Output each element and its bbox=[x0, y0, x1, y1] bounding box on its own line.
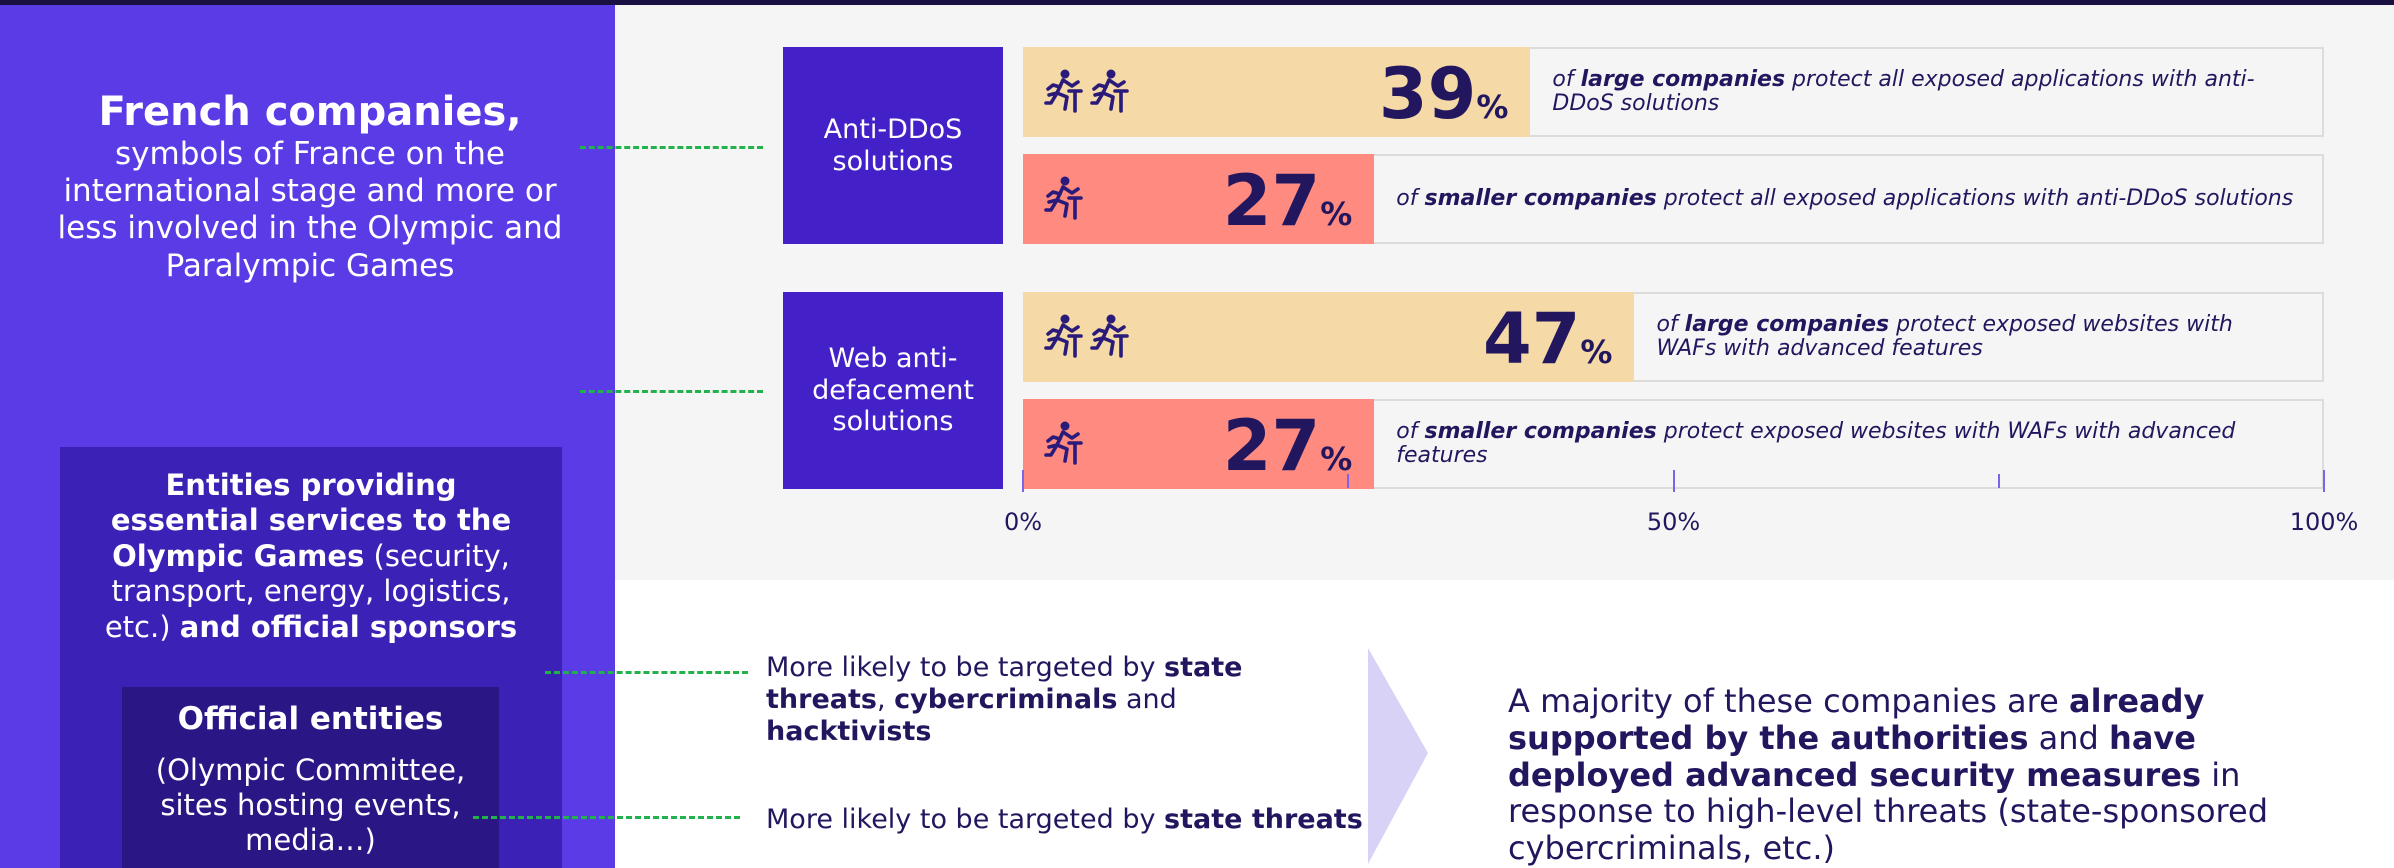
x-tick-label: 50% bbox=[1646, 508, 1701, 536]
x-tick-label: 0% bbox=[1003, 508, 1043, 536]
runner-icon bbox=[1043, 69, 1083, 117]
bar-description: of smaller companies protect all exposed… bbox=[1396, 154, 2296, 244]
top-border bbox=[0, 0, 2394, 5]
connector bbox=[580, 146, 763, 149]
text-run: protect exposed websites with WAFs with … bbox=[1396, 418, 2236, 468]
description-text: of smaller companies protect exposed web… bbox=[1396, 418, 2296, 468]
connector bbox=[580, 390, 763, 393]
runner-icon bbox=[1043, 176, 1083, 224]
text-run: protect exposed websites with WAFs with … bbox=[1656, 311, 2233, 361]
value-label: 27% bbox=[1222, 405, 1353, 487]
text-run: protect all exposed applications with an… bbox=[1552, 66, 2255, 116]
text-run: , bbox=[876, 683, 895, 715]
category-label: Anti-DDoS solutions bbox=[783, 47, 1003, 244]
text-run: smaller companies bbox=[1424, 418, 1657, 444]
official-box: Official entities (Olympic Committee, si… bbox=[122, 687, 499, 868]
minor-tick bbox=[1347, 474, 1350, 488]
target-text: More likely to be targeted by state thre… bbox=[766, 804, 1366, 836]
icons bbox=[1043, 69, 1129, 117]
x-tick-label: 100% bbox=[2289, 508, 2359, 536]
text-run: of bbox=[1396, 185, 1425, 211]
description-text: of smaller companies protect all exposed… bbox=[1396, 185, 2294, 211]
text-run: A majority of these companies are bbox=[1508, 682, 2069, 720]
description-text: of large companies protect all exposed a… bbox=[1552, 66, 2296, 116]
text-run: in response to high-level threats (state… bbox=[1508, 755, 2268, 868]
arrow bbox=[1368, 648, 1428, 864]
text-run: have deployed advanced security measures bbox=[1508, 718, 2202, 794]
headline-title: French companies, bbox=[98, 89, 522, 135]
icons bbox=[1043, 421, 1083, 469]
text-run: state threats bbox=[766, 652, 1243, 715]
text-run: More likely to be targeted by bbox=[766, 804, 1165, 835]
entities-text: Entities providing essential services to… bbox=[90, 468, 532, 645]
description-text: of large companies protect exposed websi… bbox=[1656, 311, 2296, 361]
text-run: already supported by the authorities bbox=[1508, 682, 2205, 757]
text-run: and bbox=[1117, 683, 1177, 715]
text-run: and bbox=[2028, 718, 2110, 757]
arrow-shape bbox=[1368, 648, 1428, 864]
headline: French companies, symbols of France on t… bbox=[40, 88, 580, 285]
text-run: and official sponsors bbox=[179, 609, 518, 644]
runner-icon bbox=[1043, 314, 1083, 362]
text-run: (security, transport, energy, logistics,… bbox=[104, 538, 511, 644]
text-run: hacktivists bbox=[766, 715, 932, 747]
text-run: More likely to be targeted by bbox=[766, 652, 1165, 683]
official-title: Official entities bbox=[177, 701, 444, 737]
value-label: 27% bbox=[1222, 160, 1353, 242]
text-run: state threats bbox=[1164, 804, 1363, 835]
target-text: More likely to be targeted by state thre… bbox=[766, 652, 1346, 748]
text-run: large companies bbox=[1580, 66, 1786, 92]
bar-description: of large companies protect exposed websi… bbox=[1656, 292, 2296, 382]
connector bbox=[545, 671, 748, 674]
text-run: smaller companies bbox=[1424, 185, 1657, 211]
x-tick bbox=[1022, 470, 1024, 492]
x-tick bbox=[2323, 470, 2325, 492]
icons bbox=[1043, 176, 1083, 224]
value-label: 39% bbox=[1378, 53, 1509, 135]
runner-icon bbox=[1043, 421, 1083, 469]
headline-subtitle: symbols of France on the international s… bbox=[57, 136, 563, 284]
value-label: 47% bbox=[1482, 298, 1613, 380]
connector bbox=[473, 816, 740, 819]
conclusion-text: A majority of these companies are alread… bbox=[1508, 683, 2358, 867]
runner-icon bbox=[1089, 314, 1129, 362]
runner-icon bbox=[1089, 69, 1129, 117]
x-tick bbox=[1672, 470, 1675, 492]
text-run: of bbox=[1552, 66, 1581, 92]
icons bbox=[1043, 314, 1129, 362]
bar-description: of smaller companies protect exposed web… bbox=[1396, 399, 2296, 489]
bar-description: of large companies protect all exposed a… bbox=[1552, 47, 2296, 137]
text-run: of bbox=[1656, 311, 1685, 337]
category-label: Web anti-defacement solutions bbox=[783, 292, 1003, 489]
text-run: protect all exposed applications with an… bbox=[1656, 185, 2294, 211]
text-run: Entities providing essential services to… bbox=[110, 468, 512, 573]
text-run: cybercriminals bbox=[894, 683, 1118, 715]
minor-tick bbox=[1997, 474, 2000, 488]
official-text: (Olympic Committee, sites hosting events… bbox=[155, 753, 466, 857]
bar bbox=[1023, 47, 1531, 137]
text-run: large companies bbox=[1684, 311, 1890, 337]
text-run: of bbox=[1396, 418, 1425, 444]
